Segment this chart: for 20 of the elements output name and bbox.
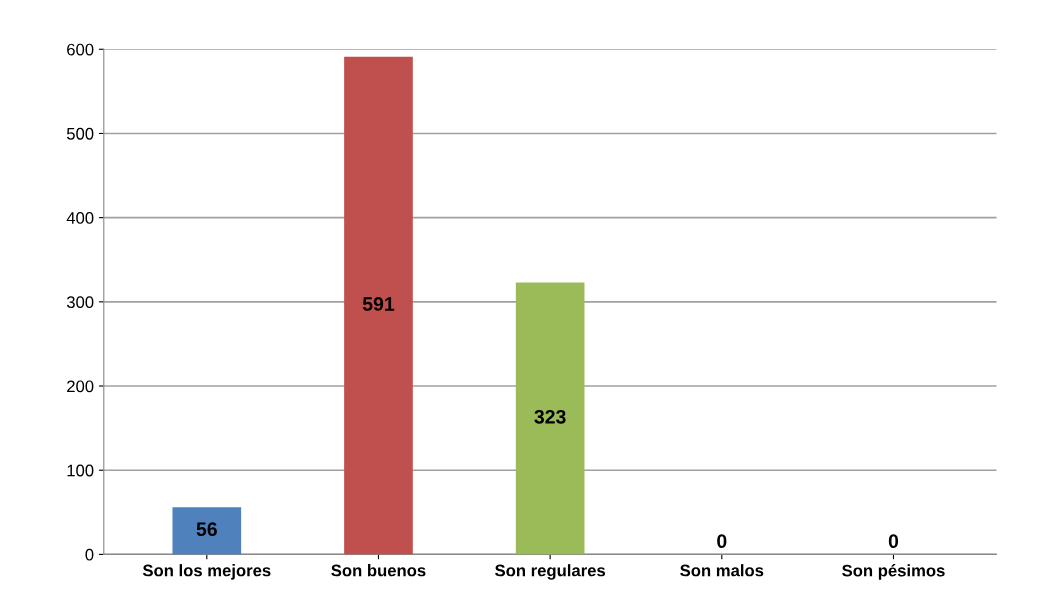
bar [172, 507, 242, 555]
x-tick-label: Son los mejores [142, 564, 271, 580]
x-tick-label: Son buenos [331, 564, 426, 577]
y-tick-label: 0 [85, 548, 94, 561]
x-tick-label: Son regulares [495, 564, 606, 580]
y-tick-label: 400 [66, 212, 94, 224]
bar [515, 282, 585, 555]
y-tick-label: 300 [66, 296, 94, 309]
data-label: 591 [362, 297, 395, 311]
y-tick-label: 200 [67, 380, 94, 393]
data-label: 56 [196, 522, 217, 537]
data-label: 323 [534, 409, 566, 424]
y-tick-label: 600 [67, 43, 94, 56]
y-tick-label: 500 [66, 127, 94, 140]
data-label: 0 [717, 534, 727, 549]
data-label: 0 [888, 534, 899, 549]
bar [344, 56, 413, 555]
y-tick-label: 100 [67, 464, 94, 477]
x-tick-label: Son pésimos [842, 564, 945, 580]
x-tick-label: Son malos [680, 564, 764, 577]
